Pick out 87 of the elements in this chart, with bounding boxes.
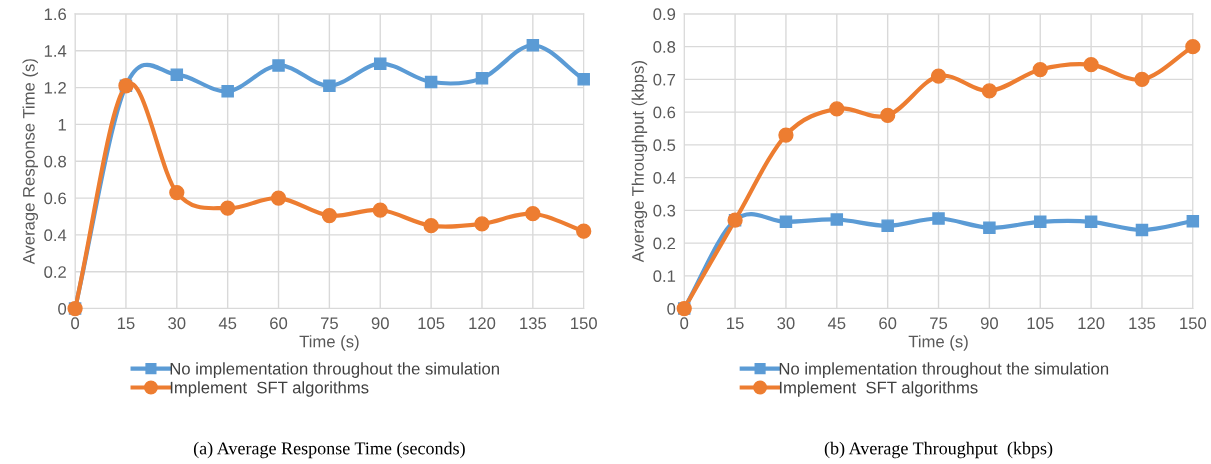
point [525,206,541,222]
y-tick-label: 0.8 [44,155,67,168]
x-tick-label: 45 [827,317,846,330]
point [880,107,896,124]
point [983,221,996,234]
point [1032,61,1048,78]
point [1083,57,1099,73]
y-tick-label: 1.4 [44,45,67,57]
legend-label: No implementation throughout the simulation [779,362,1109,378]
point [424,75,438,89]
y-tick-label: 1.2 [44,81,66,94]
point [372,202,388,218]
y-axis-title: Average Response Time (s) [22,59,39,265]
point [981,83,998,99]
point [270,190,287,206]
point [932,212,945,225]
y-tick-label: 0.4 [653,172,676,184]
y-tick-label: 0.6 [653,106,676,119]
y-tick-label: 0.3 [653,204,676,217]
x-axis-title: Time (s) [908,335,968,351]
x-tick-label: 105 [418,317,445,330]
point [1033,215,1047,229]
x-tick-label: 135 [520,317,547,330]
y-tick-label: 0.6 [44,192,67,205]
point [323,79,336,92]
legend-label: Implement SFT algorithms [170,381,369,397]
x-tick-label: 105 [1027,317,1054,330]
x-tick-label: 75 [320,317,338,330]
point [881,219,894,232]
y-tick-label: 0.9 [653,8,676,21]
x-tick-label: 135 [1129,317,1156,330]
x-tick-label: 60 [879,317,897,330]
point [1135,223,1149,237]
point [1185,39,1201,55]
x-tick-label: 15 [117,317,135,330]
x-tick-label: 150 [571,317,597,330]
point [1186,214,1200,228]
point [169,184,185,201]
point [1134,71,1150,88]
point [576,223,592,239]
y-tick-label: 0.2 [653,237,676,250]
x-tick-label: 120 [1078,317,1105,330]
point [829,101,845,117]
y-tick-label: 1.6 [44,8,67,21]
legend-label: Implement SFT algorithms [779,381,978,397]
y-tick-label: 0.7 [653,73,676,86]
point [1084,215,1098,229]
text: (a) Average Response Time (seconds) [193,441,465,459]
point [779,215,793,229]
x-tick-label: 30 [777,317,795,330]
point [170,68,184,81]
point [423,218,439,234]
x-tick-label: 75 [930,317,948,330]
x-tick-label: 90 [371,317,389,330]
point [221,85,234,98]
x-tick-label: 30 [168,317,186,330]
y-tick-label: 0.4 [44,229,67,242]
point [474,216,490,232]
y-tick-label: 0.5 [653,139,676,152]
y-tick-label: 0.1 [653,270,676,283]
point [272,59,285,72]
point [526,38,540,52]
y-tick-label: 0.2 [44,266,66,278]
x-axis-title: Time (s) [299,335,359,351]
y-tick-label: 0 [667,302,676,315]
point [830,213,844,226]
x-tick-label: 120 [469,317,496,330]
x-tick-label: 45 [218,317,237,330]
point [321,207,338,224]
point [778,127,794,143]
point [577,73,590,86]
point [220,200,236,216]
x-tick-label: 0 [71,317,80,330]
x-tick-label: 90 [980,317,999,330]
x-tick-label: 150 [1180,317,1207,330]
y-tick-label: 0 [58,302,67,315]
point [475,72,489,85]
y-axis-title: Average Throughput (kbps) [631,61,648,263]
legend-label: No implementation throughout the simulation [170,362,499,378]
text: (b) Average Throughput (kbps) [824,441,1053,459]
x-tick-label: 15 [727,317,744,330]
y-tick-label: 1 [58,118,66,131]
point [374,57,387,70]
point [930,68,947,84]
x-tick-label: 0 [680,317,689,330]
x-tick-label: 60 [270,317,288,330]
y-tick-label: 0.8 [653,41,676,53]
